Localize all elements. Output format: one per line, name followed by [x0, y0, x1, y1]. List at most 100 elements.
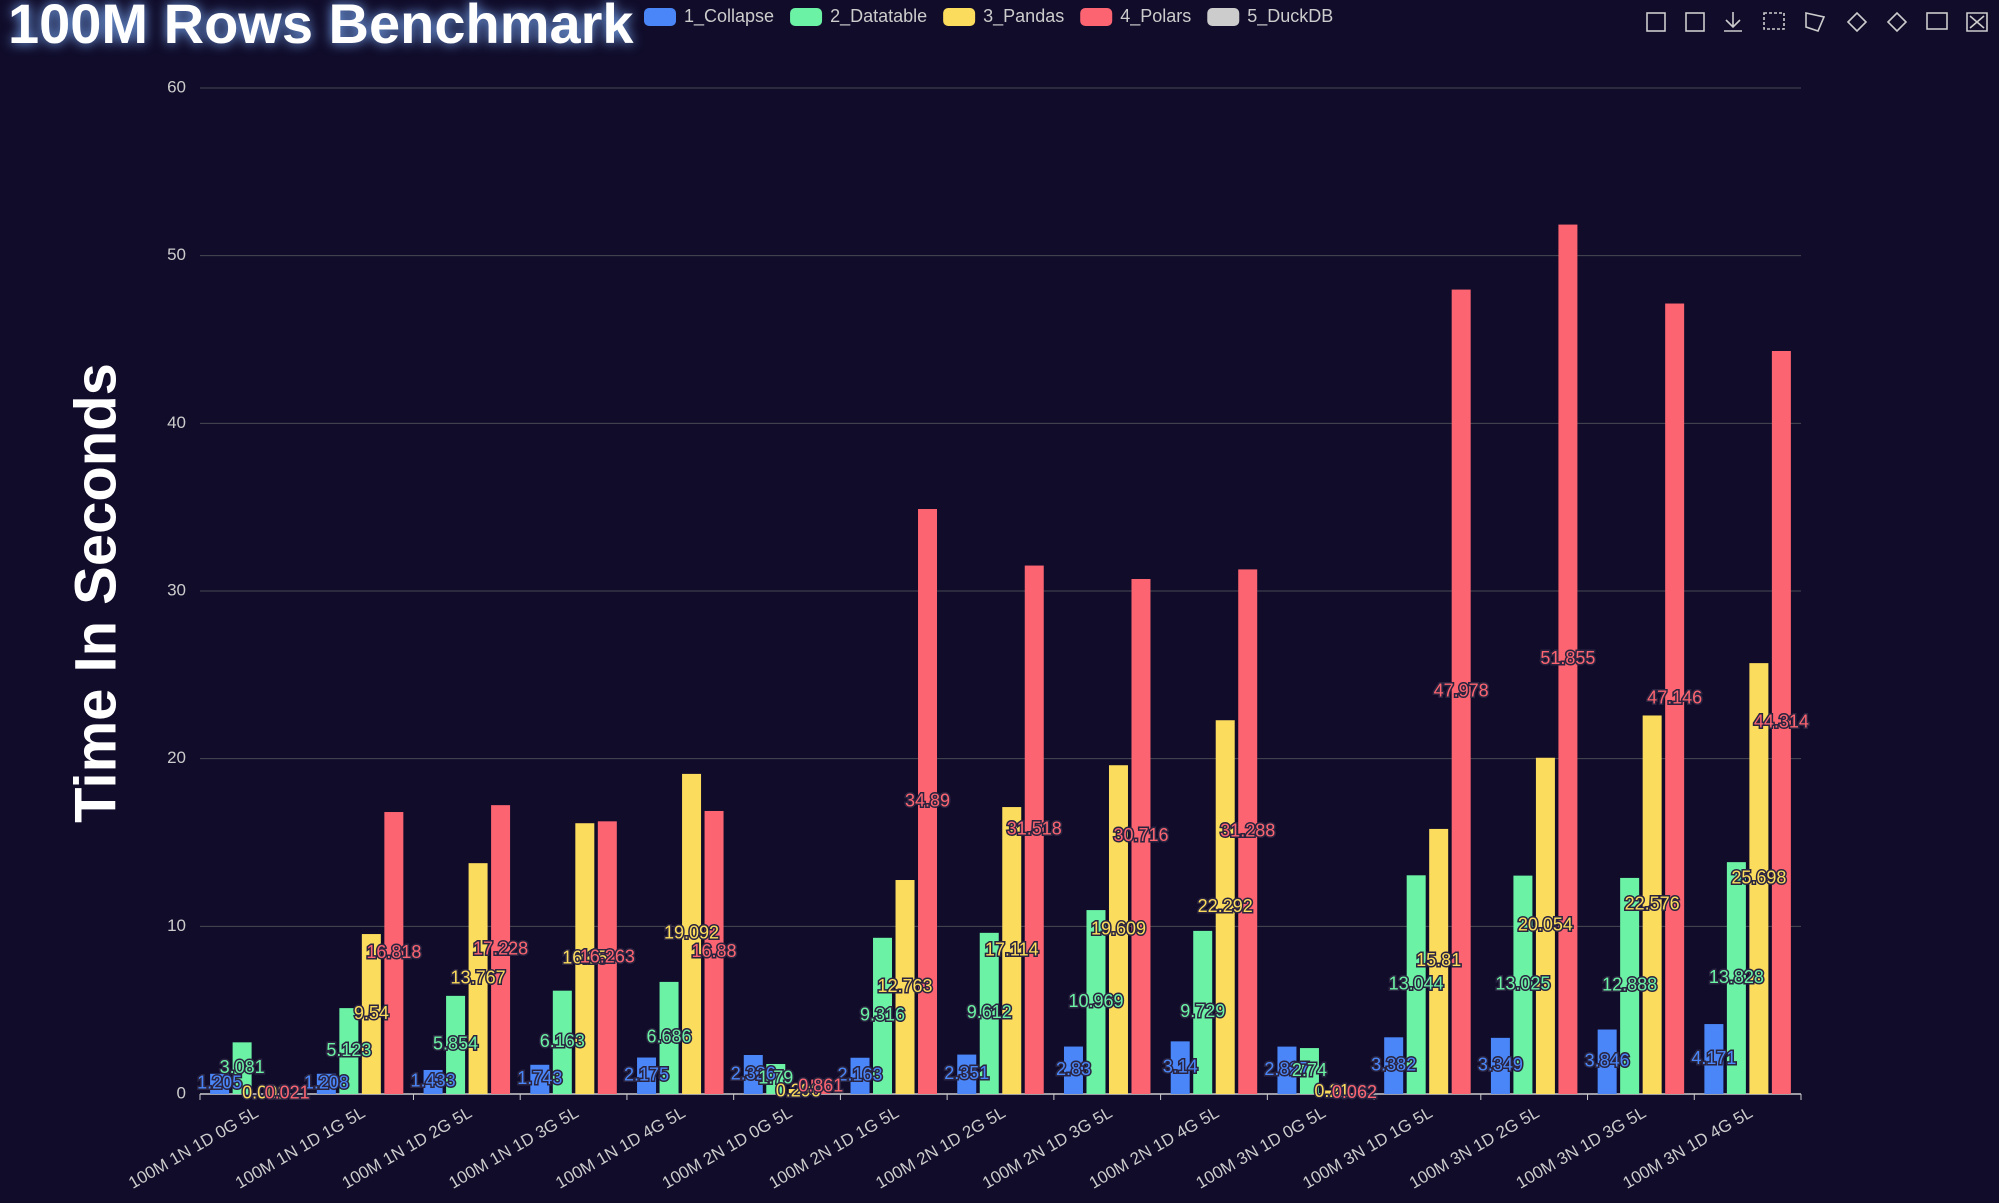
legend-item[interactable]: 3_Pandas — [943, 6, 1064, 27]
bar — [1406, 875, 1426, 1094]
data-label: 47.146 — [1647, 688, 1702, 708]
legend-label[interactable]: 1_Collapse — [684, 6, 774, 27]
bar — [210, 1073, 230, 1094]
bar — [659, 981, 679, 1094]
tool-icon[interactable] — [1685, 12, 1705, 32]
data-label: 2.175 — [624, 1065, 669, 1085]
y-tick-label: 0 — [177, 1083, 186, 1102]
data-label: 22.576 — [1625, 893, 1680, 913]
bar — [895, 880, 915, 1094]
data-label: 51.855 — [1540, 648, 1595, 668]
bar — [918, 509, 938, 1094]
data-label: 9.54 — [354, 1003, 389, 1023]
tool-icon[interactable] — [1805, 12, 1826, 32]
bar — [491, 805, 511, 1094]
data-label: 0.062 — [1332, 1082, 1377, 1102]
data-label: 6.163 — [540, 1031, 585, 1051]
data-label: 13.044 — [1389, 973, 1444, 993]
bar — [468, 863, 488, 1094]
data-label: 20.054 — [1518, 915, 1573, 935]
bar — [873, 937, 893, 1094]
bar — [446, 995, 466, 1094]
data-label: 3.081 — [220, 1057, 265, 1077]
tool-icon[interactable] — [1763, 12, 1785, 30]
data-label: 47.978 — [1434, 681, 1489, 701]
bar — [1726, 862, 1746, 1094]
data-label: 0.21 — [1314, 1081, 1349, 1101]
data-label: 5.854 — [433, 1034, 478, 1054]
y-tick-label: 20 — [167, 748, 186, 767]
bar — [361, 934, 381, 1094]
data-label: 12.888 — [1602, 975, 1657, 995]
data-label: 0.861 — [798, 1076, 843, 1096]
legend-swatch[interactable] — [1207, 8, 1240, 26]
data-label: 13.767 — [451, 967, 506, 987]
bar — [850, 1057, 870, 1094]
data-label: 31.288 — [1220, 820, 1275, 840]
bar — [811, 1079, 831, 1094]
bar — [384, 812, 404, 1094]
bar — [316, 1073, 336, 1094]
data-label: 19.092 — [664, 923, 719, 943]
bar — [1384, 1037, 1404, 1094]
legend-swatch[interactable] — [943, 8, 976, 26]
bar — [1642, 715, 1662, 1094]
legend-label[interactable]: 5_DuckDB — [1247, 6, 1333, 27]
data-label: 34.89 — [905, 790, 950, 810]
data-label: 12.763 — [877, 976, 932, 996]
bar — [1299, 1048, 1319, 1094]
data-label: 4.171 — [1691, 1048, 1736, 1068]
bar — [1771, 351, 1791, 1094]
legend-swatch[interactable] — [790, 8, 823, 26]
bar — [979, 932, 999, 1094]
bar — [597, 821, 617, 1094]
bar — [575, 823, 595, 1094]
bar — [339, 1008, 359, 1094]
data-label: 22.292 — [1198, 896, 1253, 916]
data-label: 2.351 — [944, 1063, 989, 1083]
data-label: 6.686 — [647, 1027, 692, 1047]
bar — [1344, 1092, 1364, 1094]
bar — [1749, 663, 1769, 1094]
bar — [1063, 1046, 1083, 1094]
bar — [1490, 1037, 1510, 1094]
data-label: 16.88 — [692, 941, 737, 961]
data-label: 9.612 — [967, 1002, 1012, 1022]
bar — [1108, 765, 1128, 1094]
legend-label[interactable]: 3_Pandas — [983, 6, 1064, 27]
legend-item[interactable]: 5_DuckDB — [1207, 6, 1333, 27]
tool-icon[interactable] — [1646, 12, 1666, 32]
data-label: 1.433 — [411, 1071, 456, 1091]
data-label: 10.969 — [1068, 991, 1123, 1011]
data-label: 44.314 — [1754, 711, 1809, 731]
bar — [743, 1055, 763, 1094]
legend-item[interactable]: 2_Datatable — [790, 6, 927, 27]
bar — [1558, 224, 1578, 1094]
data-label: 0.296 — [776, 1080, 821, 1100]
tool-icon[interactable] — [1886, 11, 1908, 33]
data-label: 31.518 — [1007, 819, 1062, 839]
y-tick-label: 40 — [167, 413, 186, 432]
legend-swatch[interactable] — [644, 8, 676, 26]
legend-label[interactable]: 2_Datatable — [830, 6, 927, 27]
bar — [704, 810, 724, 1094]
bar — [1086, 910, 1106, 1094]
data-label: 2.83 — [1056, 1059, 1091, 1079]
legend-item[interactable]: 1_Collapse — [644, 6, 774, 27]
data-label: 2.74 — [1292, 1060, 1327, 1080]
toolbox[interactable] — [1646, 11, 1988, 33]
tool-icon[interactable] — [1966, 12, 1988, 32]
data-label: 13.828 — [1709, 967, 1764, 987]
tool-icon[interactable] — [1926, 12, 1948, 30]
bar — [1322, 1090, 1342, 1094]
bar — [423, 1069, 443, 1094]
bar — [1451, 289, 1471, 1095]
tool-icon[interactable] — [1724, 12, 1742, 32]
legend-swatch[interactable] — [1080, 8, 1113, 26]
legend-item[interactable]: 4_Polars — [1080, 6, 1191, 27]
tool-icon[interactable] — [1846, 11, 1868, 33]
y-tick-label: 60 — [167, 77, 186, 96]
legend-label[interactable]: 4_Polars — [1120, 6, 1191, 27]
data-label: 3.382 — [1371, 1054, 1416, 1074]
bar — [232, 1042, 252, 1094]
